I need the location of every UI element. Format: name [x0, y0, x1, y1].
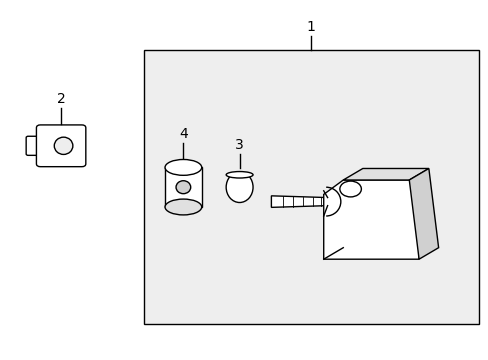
Polygon shape: [343, 168, 428, 180]
Ellipse shape: [164, 199, 201, 215]
Polygon shape: [271, 196, 327, 207]
Text: 4: 4: [179, 127, 187, 141]
Bar: [144, 50, 478, 324]
Bar: [165, 167, 202, 207]
FancyBboxPatch shape: [26, 136, 44, 156]
Polygon shape: [323, 180, 418, 259]
Ellipse shape: [225, 172, 253, 203]
Ellipse shape: [225, 172, 253, 178]
Text: 1: 1: [305, 20, 314, 34]
Text: 3: 3: [235, 138, 244, 152]
Ellipse shape: [54, 137, 73, 154]
Polygon shape: [408, 168, 438, 259]
Ellipse shape: [164, 159, 201, 175]
Circle shape: [339, 181, 361, 197]
FancyBboxPatch shape: [36, 125, 86, 167]
Ellipse shape: [176, 181, 190, 194]
Text: 2: 2: [57, 92, 65, 106]
